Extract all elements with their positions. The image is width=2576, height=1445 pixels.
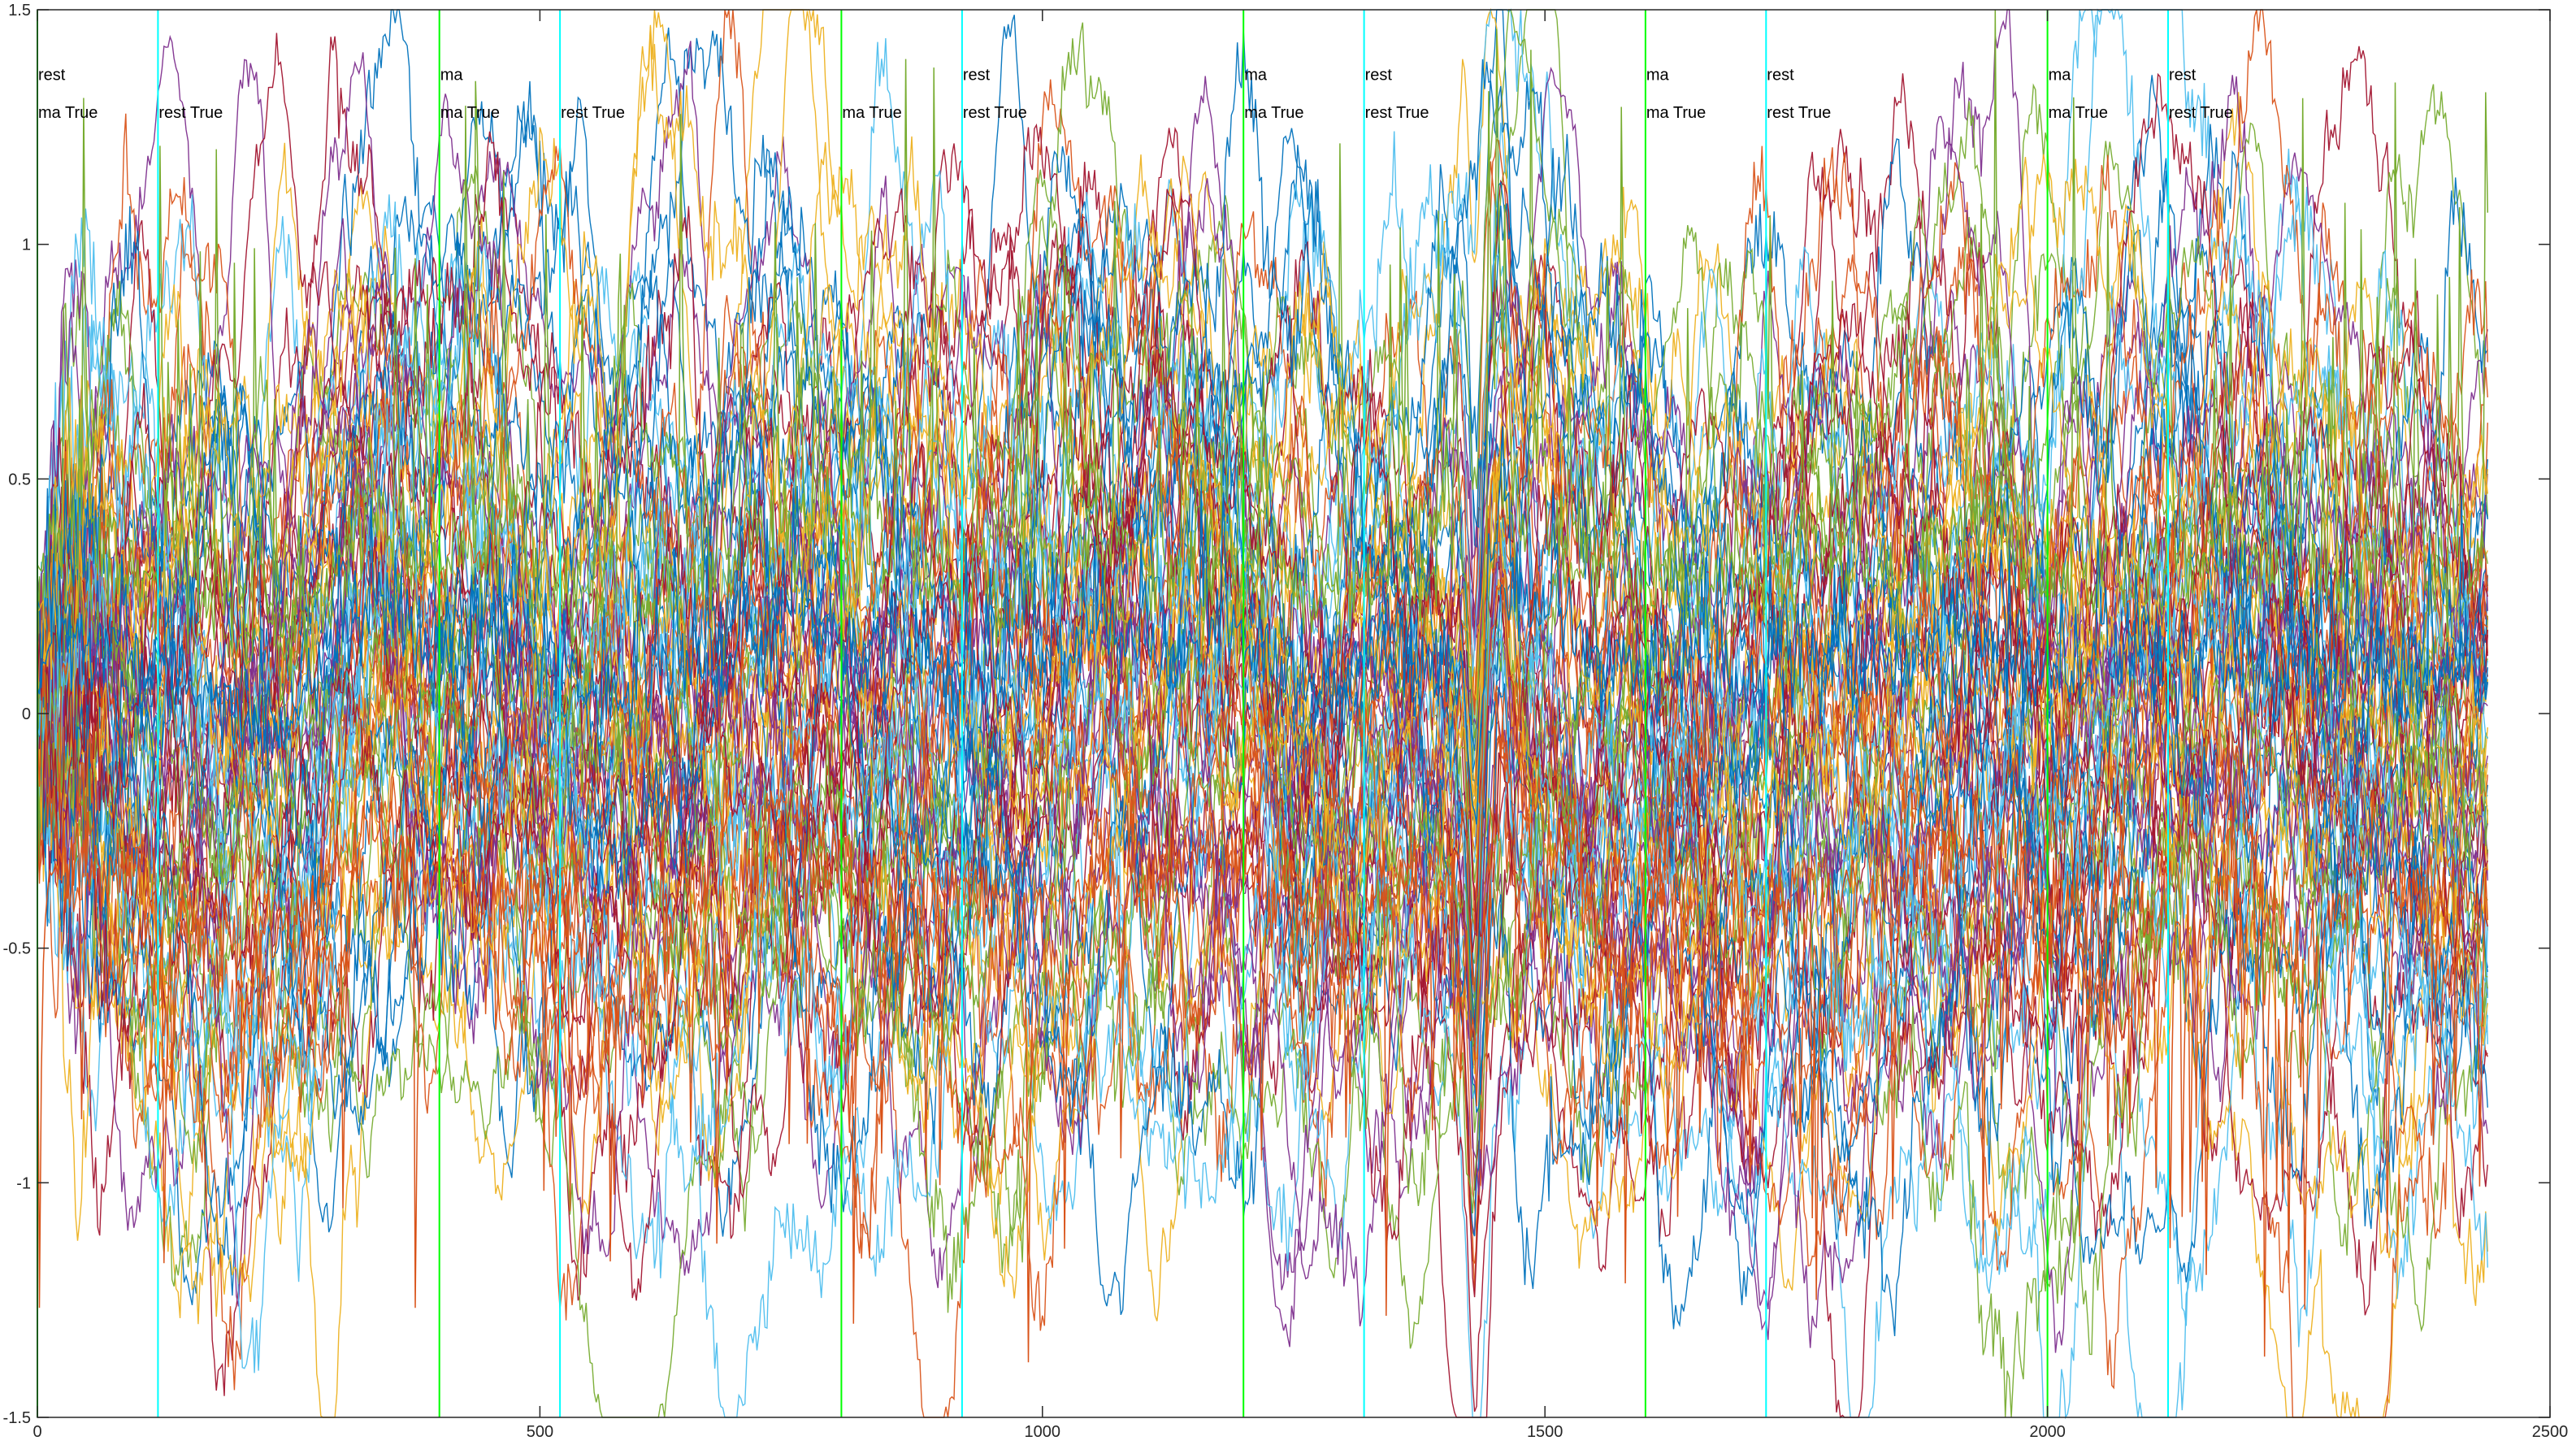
event-annotation-label: ma	[440, 67, 464, 85]
data-series-line	[37, 203, 2488, 1261]
event-annotation-label: ma	[2049, 67, 2072, 85]
event-annotation-label: ma	[1244, 67, 1268, 85]
data-series-line	[37, 8, 2488, 1373]
event-annotation-label: ma	[1646, 67, 1670, 85]
channel-spiky-low-line	[37, 692, 2489, 1363]
data-series-line	[37, 236, 2488, 1420]
event-annotation-label: rest	[1767, 67, 1794, 85]
event-marker-layer	[37, 10, 2169, 1417]
y-tick-label: 1	[22, 236, 31, 254]
event-annotation-layer: rest ma True rest True ma ma True rest True ma…	[38, 67, 2233, 122]
y-tick-label: 0.5	[8, 471, 31, 488]
data-series-line	[37, 30, 2488, 1213]
event-annotation-label: ma True	[440, 104, 500, 122]
data-series-line	[37, 253, 2488, 1418]
x-tick-label: 2000	[2029, 1423, 2066, 1441]
channel-blue-high-line	[37, 426, 2489, 825]
event-annotation-label: rest True	[2169, 104, 2233, 122]
y-tick-label: 1.5	[8, 2, 31, 20]
event-annotation-label: rest True	[1365, 104, 1429, 122]
y-tick-label: -1	[16, 1174, 31, 1192]
event-annotation-label: rest True	[1767, 104, 1831, 122]
axes-layer: 0 500 1000 1500 2000 2500 -1.5 -1 -0.5 0 0.5 1 1.5	[3, 2, 2569, 1441]
data-series-line	[37, 8, 2488, 1418]
data-series-line	[37, 9, 2488, 1325]
data-series-line	[37, 144, 2488, 1256]
y-tick-label: 0	[22, 705, 31, 723]
event-annotation-label: ma True	[38, 104, 98, 122]
event-annotation-label: rest	[38, 67, 66, 85]
event-annotation-label: rest True	[963, 104, 1027, 122]
event-annotation-label: rest True	[561, 104, 625, 122]
event-annotation-label: rest	[2169, 67, 2197, 85]
data-series-line	[37, 67, 2488, 1231]
data-series-line	[37, 72, 2488, 1101]
y-tick-label: -1.5	[3, 1409, 31, 1427]
data-series-line	[37, 270, 2488, 1337]
x-tick-label: 0	[33, 1423, 41, 1441]
event-annotation-label: rest	[1365, 67, 1393, 85]
event-annotation-label: rest True	[158, 104, 223, 122]
x-tick-label: 1000	[1025, 1423, 1061, 1441]
data-series-line	[37, 27, 2488, 1075]
data-series-layer	[37, 7, 2489, 1420]
event-annotation-label: ma True	[2049, 104, 2108, 122]
event-annotation-label: ma True	[1244, 104, 1303, 122]
x-tick-label: 500	[527, 1423, 553, 1441]
event-annotation-label: rest	[963, 67, 991, 85]
event-annotation-label: ma True	[842, 104, 901, 122]
event-annotation-label: ma True	[1646, 104, 1706, 122]
channel-spiky-high-line	[37, 9, 2489, 739]
data-series-line	[37, 27, 2488, 973]
data-series-line	[37, 9, 2488, 1245]
x-tick-label: 2500	[2532, 1423, 2569, 1441]
y-tick-label: -0.5	[3, 940, 31, 958]
x-tick-label: 1500	[1527, 1423, 1563, 1441]
